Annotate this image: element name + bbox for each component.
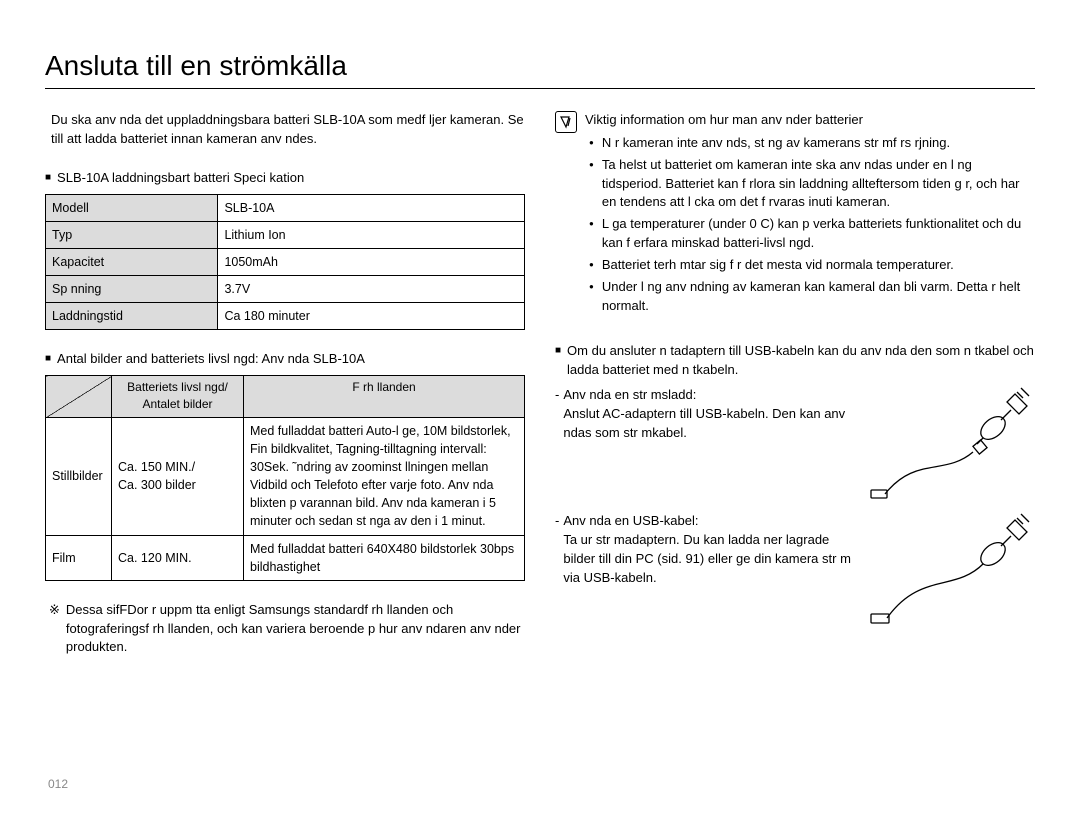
- table-header-life: Batteriets livsl ngd/ Antalet bilder: [112, 376, 244, 418]
- life-heading: ■ Antal bilder and batteriets livsl ngd:…: [45, 350, 525, 369]
- table-cell: Modell: [46, 194, 218, 221]
- bullet-text: Ta helst ut batteriet om kameran inte sk…: [602, 156, 1035, 213]
- cable-item-label: Anv nda en str msladd:: [563, 387, 696, 402]
- footnote: ※ Dessa sifFDor r uppm tta enligt Samsun…: [45, 601, 525, 658]
- footnote-text: Dessa sifFDor r uppm tta enligt Samsungs…: [66, 601, 525, 658]
- cable-item-label: Anv nda en USB-kabel:: [563, 513, 698, 528]
- table-cell: Stillbilder: [46, 417, 112, 535]
- cable-heading: Om du ansluter n tadaptern till USB-kabe…: [567, 342, 1035, 380]
- battery-life-table: Batteriets livsl ngd/ Antalet bilder F r…: [45, 375, 525, 581]
- spec-heading-text: SLB-10A laddningsbart batteri Speci kati…: [57, 169, 304, 188]
- table-row: LaddningstidCa 180 minuter: [46, 303, 525, 330]
- table-cell: 1050mAh: [218, 248, 525, 275]
- table-cell: Ca. 120 MIN.: [112, 535, 244, 580]
- table-row: Sp nning3.7V: [46, 275, 525, 302]
- list-item: Under l ng anv ndning av kameran kan kam…: [589, 278, 1035, 316]
- info-bullet-list: N r kameran inte anv nds, st ng av kamer…: [585, 134, 1035, 316]
- page-title: Ansluta till en strömkälla: [45, 50, 1035, 89]
- table-cell: Sp nning: [46, 275, 218, 302]
- square-bullet-icon: ■: [555, 342, 561, 360]
- square-bullet-icon: ■: [45, 169, 51, 187]
- power-cable-illustration: [865, 386, 1035, 506]
- table-cell: Med fulladdat batteri Auto-l ge, 10M bil…: [244, 417, 525, 535]
- bullet-text: Under l ng anv ndning av kameran kan kam…: [602, 278, 1035, 316]
- list-item: Ta helst ut batteriet om kameran inte sk…: [589, 156, 1035, 213]
- usb-cable-illustration: [865, 512, 1035, 632]
- intro-text: Du ska anv nda det uppladdningsbara batt…: [45, 111, 525, 149]
- square-bullet-icon: ■: [45, 350, 51, 368]
- dash-icon: -: [555, 512, 559, 587]
- page-number: 012: [48, 777, 68, 791]
- info-block: Viktig information om hur man anv nder b…: [555, 111, 1035, 318]
- table-cell: Ca 180 minuter: [218, 303, 525, 330]
- right-column: Viktig information om hur man anv nder b…: [555, 111, 1035, 667]
- footnote-marker: ※: [49, 601, 60, 658]
- table-cell: Typ: [46, 221, 218, 248]
- cable-item-body: Ta ur str madaptern. Du kan ladda ner la…: [563, 532, 851, 585]
- table-cell: Film: [46, 535, 112, 580]
- table-header-blank: [46, 376, 112, 418]
- spec-table: ModellSLB-10ATypLithium IonKapacitet1050…: [45, 194, 525, 331]
- table-header-conditions: F rh llanden: [244, 376, 525, 418]
- table-cell: 3.7V: [218, 275, 525, 302]
- spec-heading: ■ SLB-10A laddningsbart batteri Speci ka…: [45, 169, 525, 188]
- table-cell: Laddningstid: [46, 303, 218, 330]
- dash-icon: -: [555, 386, 559, 443]
- info-heading: Viktig information om hur man anv nder b…: [585, 111, 1035, 130]
- cable-row-power: - Anv nda en str msladd: Anslut AC-adapt…: [555, 386, 1035, 506]
- note-icon: [555, 111, 577, 133]
- table-cell: Ca. 150 MIN./ Ca. 300 bilder: [112, 417, 244, 535]
- life-heading-text: Antal bilder and batteriets livsl ngd: A…: [57, 350, 365, 369]
- cable-heading-row: ■ Om du ansluter n tadaptern till USB-ka…: [555, 342, 1035, 380]
- table-row: StillbilderCa. 150 MIN./ Ca. 300 bilderM…: [46, 417, 525, 535]
- cable-row-usb: - Anv nda en USB-kabel: Ta ur str madapt…: [555, 512, 1035, 632]
- table-row: ModellSLB-10A: [46, 194, 525, 221]
- table-row: Kapacitet1050mAh: [46, 248, 525, 275]
- bullet-text: N r kameran inte anv nds, st ng av kamer…: [602, 134, 950, 153]
- table-cell: Kapacitet: [46, 248, 218, 275]
- list-item: L ga temperaturer (under 0 C) kan p verk…: [589, 215, 1035, 253]
- bullet-text: Batteriet terh mtar sig f r det mesta vi…: [602, 256, 954, 275]
- table-row: TypLithium Ion: [46, 221, 525, 248]
- bullet-text: L ga temperaturer (under 0 C) kan p verk…: [602, 215, 1035, 253]
- cable-item-body: Anslut AC-adaptern till USB-kabeln. Den …: [563, 406, 845, 440]
- table-cell: Lithium Ion: [218, 221, 525, 248]
- table-cell: Med fulladdat batteri 640X480 bildstorle…: [244, 535, 525, 580]
- list-item: N r kameran inte anv nds, st ng av kamer…: [589, 134, 1035, 153]
- list-item: Batteriet terh mtar sig f r det mesta vi…: [589, 256, 1035, 275]
- left-column: Du ska anv nda det uppladdningsbara batt…: [45, 111, 525, 667]
- table-row: FilmCa. 120 MIN.Med fulladdat batteri 64…: [46, 535, 525, 580]
- table-cell: SLB-10A: [218, 194, 525, 221]
